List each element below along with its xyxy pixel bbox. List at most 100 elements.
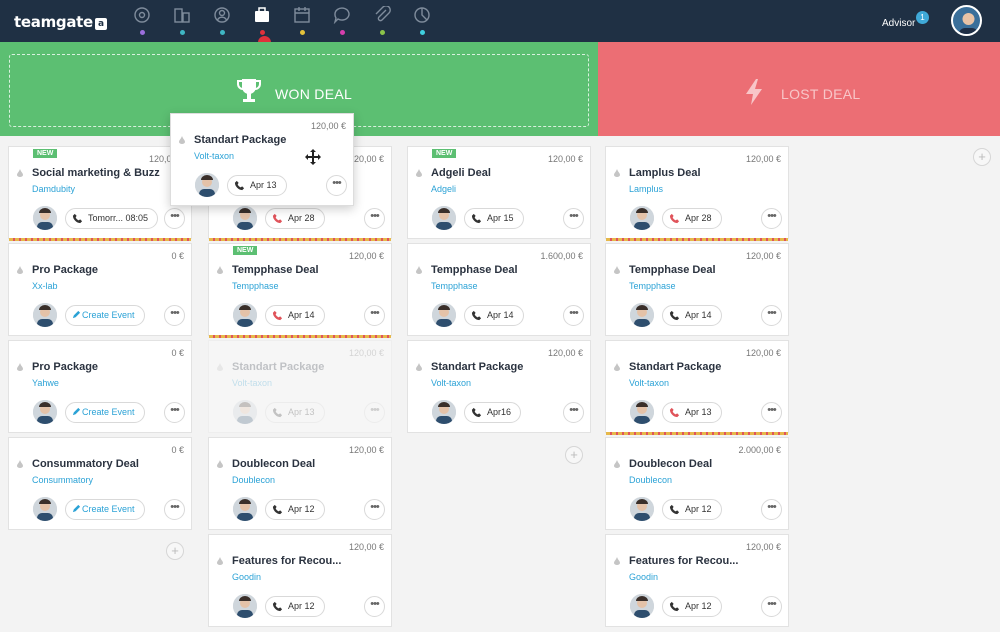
add-deal-button[interactable]: + bbox=[973, 148, 991, 166]
notification-badge[interactable]: 1 bbox=[916, 11, 929, 24]
next-activity-button[interactable]: Apr 13 bbox=[265, 402, 325, 423]
next-activity-button[interactable]: Apr 15 bbox=[464, 208, 524, 229]
deal-title[interactable]: Standart Package bbox=[629, 361, 722, 373]
deal-title[interactable]: Tempphase Deal bbox=[431, 264, 518, 276]
company-link[interactable]: Goodin bbox=[232, 572, 262, 582]
more-options-button[interactable]: ••• bbox=[164, 208, 185, 229]
add-deal-button[interactable]: + bbox=[565, 446, 583, 464]
company-link[interactable]: Tempphase bbox=[232, 281, 279, 291]
more-options-button[interactable]: ••• bbox=[563, 305, 584, 326]
more-options-button[interactable]: ••• bbox=[364, 402, 385, 423]
deal-card[interactable]: 120,00 € Standart Package Volt-taxon Apr 13… bbox=[170, 113, 354, 206]
more-options-button[interactable]: ••• bbox=[364, 499, 385, 520]
next-activity-button[interactable]: Tomorr... 08:05 bbox=[65, 208, 159, 229]
owner-avatar[interactable] bbox=[432, 303, 456, 327]
deal-title[interactable]: Consummatory Deal bbox=[32, 458, 139, 470]
deal-card[interactable]: 0 € Pro Package Yahwe Create Event ••• bbox=[8, 340, 192, 433]
more-options-button[interactable]: ••• bbox=[761, 208, 782, 229]
owner-avatar[interactable] bbox=[233, 303, 257, 327]
owner-avatar[interactable] bbox=[33, 303, 57, 327]
deal-title[interactable]: Standart Package bbox=[232, 361, 325, 373]
next-activity-button[interactable]: Apr 14 bbox=[265, 305, 325, 326]
company-link[interactable]: Goodin bbox=[629, 572, 659, 582]
company-link[interactable]: Volt-taxon bbox=[629, 378, 670, 388]
deal-card[interactable]: 120,00 € Standart Package Volt-taxon Apr 13… bbox=[605, 340, 789, 435]
owner-avatar[interactable] bbox=[432, 206, 456, 230]
deal-card[interactable]: 1.600,00 € Tempphase Deal Tempphase Apr 14 •… bbox=[407, 243, 591, 336]
next-activity-button[interactable]: Apr 13 bbox=[662, 402, 722, 423]
next-activity-button[interactable]: Apr 28 bbox=[265, 208, 325, 229]
deal-card[interactable]: NEW 120,00 € Social marketing & Buzz Damdub… bbox=[8, 146, 192, 241]
more-options-button[interactable]: ••• bbox=[563, 402, 584, 423]
more-options-button[interactable]: ••• bbox=[761, 499, 782, 520]
deal-title[interactable]: Doublecon Deal bbox=[629, 458, 713, 470]
next-activity-button[interactable]: Apr 12 bbox=[662, 499, 722, 520]
deal-title[interactable]: Doublecon Deal bbox=[232, 458, 316, 470]
deal-card[interactable]: 120,00 € Doublecon Deal Doublecon Apr 12 ••• bbox=[208, 437, 392, 530]
company-link[interactable]: Volt-taxon bbox=[431, 378, 472, 388]
deal-title[interactable]: Standart Package bbox=[194, 134, 287, 146]
owner-avatar[interactable] bbox=[630, 206, 654, 230]
more-options-button[interactable]: ••• bbox=[164, 305, 185, 326]
company-link[interactable]: Doublecon bbox=[232, 475, 276, 485]
deal-title[interactable]: Social marketing & Buzz bbox=[32, 167, 160, 179]
next-activity-button[interactable]: Apr 14 bbox=[464, 305, 524, 326]
deal-title[interactable]: Adgeli Deal bbox=[431, 167, 491, 179]
owner-avatar[interactable] bbox=[630, 497, 654, 521]
owner-avatar[interactable] bbox=[33, 206, 57, 230]
more-options-button[interactable]: ••• bbox=[364, 596, 385, 617]
create-event-button[interactable]: Create Event bbox=[65, 499, 145, 520]
deal-title[interactable]: Pro Package bbox=[32, 264, 99, 276]
lost-deal-dropzone[interactable]: LOST DEAL bbox=[598, 42, 1000, 136]
nav-item-chart-pie[interactable] bbox=[412, 6, 432, 38]
owner-avatar[interactable] bbox=[630, 303, 654, 327]
deal-title[interactable]: Pro Package bbox=[32, 361, 99, 373]
more-options-button[interactable]: ••• bbox=[761, 596, 782, 617]
company-link[interactable]: Damdubity bbox=[32, 184, 76, 194]
deal-card[interactable]: 120,00 € Features for Recou... Goodin Apr 1… bbox=[208, 534, 392, 627]
nav-item-buildings[interactable] bbox=[172, 6, 192, 38]
deal-card[interactable]: 120,00 € Tempphase Deal Tempphase Apr 14 ••• bbox=[605, 243, 789, 336]
nav-item-calendar[interactable] bbox=[292, 6, 312, 38]
deal-title[interactable]: Tempphase Deal bbox=[629, 264, 716, 276]
owner-avatar[interactable] bbox=[33, 497, 57, 521]
company-link[interactable]: Lamplus bbox=[629, 184, 664, 194]
next-activity-button[interactable]: Apr16 bbox=[464, 402, 522, 423]
deal-card[interactable]: NEW 120,00 € Adgeli Deal Adgeli Apr 15 ••• bbox=[407, 146, 591, 239]
owner-avatar[interactable] bbox=[195, 173, 219, 197]
deal-card[interactable]: 0 € Pro Package Xx-lab Create Event ••• bbox=[8, 243, 192, 336]
deal-title[interactable]: Lamplus Deal bbox=[629, 167, 701, 179]
company-link[interactable]: Tempphase bbox=[629, 281, 676, 291]
company-link[interactable]: Doublecon bbox=[629, 475, 673, 485]
deal-card[interactable]: 2.000,00 € Doublecon Deal Doublecon Apr 12 •… bbox=[605, 437, 789, 530]
user-name[interactable]: Advisor bbox=[882, 18, 916, 29]
more-options-button[interactable]: ••• bbox=[326, 175, 347, 196]
owner-avatar[interactable] bbox=[33, 400, 57, 424]
more-options-button[interactable]: ••• bbox=[164, 402, 185, 423]
more-options-button[interactable]: ••• bbox=[364, 208, 385, 229]
next-activity-button[interactable]: Apr 13 bbox=[227, 175, 287, 196]
user-avatar[interactable] bbox=[951, 5, 982, 36]
next-activity-button[interactable]: Apr 14 bbox=[662, 305, 722, 326]
company-link[interactable]: Tempphase bbox=[431, 281, 478, 291]
owner-avatar[interactable] bbox=[233, 497, 257, 521]
next-activity-button[interactable]: Apr 12 bbox=[265, 596, 325, 617]
nav-item-target[interactable] bbox=[132, 6, 152, 38]
nav-item-chat[interactable] bbox=[332, 6, 352, 38]
add-deal-button[interactable]: + bbox=[166, 542, 184, 560]
owner-avatar[interactable] bbox=[233, 594, 257, 618]
nav-item-briefcase[interactable] bbox=[252, 6, 272, 38]
deal-title[interactable]: Features for Recou... bbox=[629, 555, 739, 567]
deal-card[interactable]: 0 € Consummatory Deal Consummatory Create E… bbox=[8, 437, 192, 530]
owner-avatar[interactable] bbox=[432, 400, 456, 424]
next-activity-button[interactable]: Apr 12 bbox=[265, 499, 325, 520]
deal-card[interactable]: 120,00 € Standart Package Volt-taxon Apr16 •… bbox=[407, 340, 591, 433]
company-link[interactable]: Volt-taxon bbox=[232, 378, 273, 388]
company-link[interactable]: Volt-taxon bbox=[194, 151, 235, 161]
teamgate-logo[interactable]: teamgate a bbox=[14, 13, 107, 31]
create-event-button[interactable]: Create Event bbox=[65, 402, 145, 423]
more-options-button[interactable]: ••• bbox=[761, 402, 782, 423]
more-options-button[interactable]: ••• bbox=[761, 305, 782, 326]
deal-card[interactable]: 120,00 € Features for Recou... Goodin Apr 1… bbox=[605, 534, 789, 627]
company-link[interactable]: Consummatory bbox=[32, 475, 94, 485]
